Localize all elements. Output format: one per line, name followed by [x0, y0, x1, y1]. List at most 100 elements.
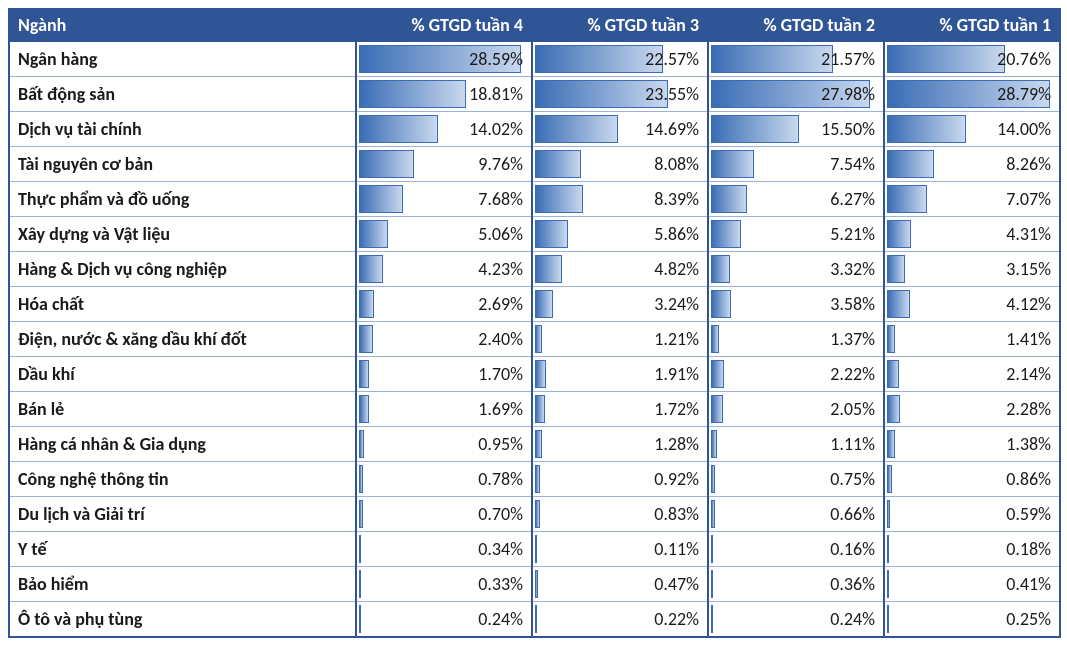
- value-text: 4.82%: [533, 252, 707, 286]
- category-cell: Xây dựng và Vật liệu: [9, 217, 356, 252]
- value-text: 7.68%: [357, 182, 531, 216]
- value-cell: 0.83%: [532, 497, 708, 532]
- value-cell: 0.95%: [356, 427, 532, 462]
- value-text: 14.02%: [357, 112, 531, 146]
- value-text: 0.92%: [533, 462, 707, 496]
- value-text: 22.57%: [533, 42, 707, 76]
- value-text: 8.26%: [885, 147, 1059, 181]
- value-text: 0.70%: [357, 497, 531, 531]
- category-cell: Dầu khí: [9, 357, 356, 392]
- value-cell: 2.14%: [884, 357, 1060, 392]
- value-text: 5.06%: [357, 217, 531, 251]
- category-cell: Ngân hàng: [9, 41, 356, 77]
- value-cell: 8.26%: [884, 147, 1060, 182]
- value-text: 15.50%: [709, 112, 883, 146]
- table-row: Bán lẻ1.69%1.72%2.05%2.28%: [9, 392, 1060, 427]
- value-cell: 4.12%: [884, 287, 1060, 322]
- value-text: 0.11%: [533, 532, 707, 566]
- value-cell: 0.70%: [356, 497, 532, 532]
- table-row: Điện, nước & xăng dầu khí đốt2.40%1.21%1…: [9, 322, 1060, 357]
- value-text: 9.76%: [357, 147, 531, 181]
- value-text: 0.33%: [357, 567, 531, 601]
- value-cell: 0.41%: [884, 567, 1060, 602]
- value-text: 0.18%: [885, 532, 1059, 566]
- value-cell: 18.81%: [356, 77, 532, 112]
- value-text: 0.16%: [709, 532, 883, 566]
- value-cell: 20.76%: [884, 41, 1060, 77]
- value-text: 1.69%: [357, 392, 531, 426]
- category-cell: Công nghệ thông tin: [9, 462, 356, 497]
- value-cell: 5.21%: [708, 217, 884, 252]
- value-cell: 0.75%: [708, 462, 884, 497]
- value-cell: 0.59%: [884, 497, 1060, 532]
- value-text: 0.78%: [357, 462, 531, 496]
- value-cell: 14.69%: [532, 112, 708, 147]
- value-text: 2.28%: [885, 392, 1059, 426]
- value-text: 14.69%: [533, 112, 707, 146]
- value-text: 3.32%: [709, 252, 883, 286]
- value-cell: 0.78%: [356, 462, 532, 497]
- table-row: Xây dựng và Vật liệu5.06%5.86%5.21%4.31%: [9, 217, 1060, 252]
- value-cell: 2.28%: [884, 392, 1060, 427]
- category-cell: Dịch vụ tài chính: [9, 112, 356, 147]
- value-cell: 8.39%: [532, 182, 708, 217]
- value-cell: 27.98%: [708, 77, 884, 112]
- value-cell: 28.79%: [884, 77, 1060, 112]
- value-text: 2.14%: [885, 357, 1059, 391]
- value-cell: 7.54%: [708, 147, 884, 182]
- value-cell: 9.76%: [356, 147, 532, 182]
- value-text: 0.36%: [709, 567, 883, 601]
- sector-gtgd-table: Ngành % GTGD tuần 4 % GTGD tuần 3 % GTGD…: [8, 8, 1061, 638]
- category-cell: Bất động sản: [9, 77, 356, 112]
- value-cell: 0.16%: [708, 532, 884, 567]
- value-cell: 0.34%: [356, 532, 532, 567]
- category-cell: Bán lẻ: [9, 392, 356, 427]
- value-cell: 1.28%: [532, 427, 708, 462]
- value-text: 3.15%: [885, 252, 1059, 286]
- value-text: 21.57%: [709, 42, 883, 76]
- value-cell: 2.05%: [708, 392, 884, 427]
- value-text: 0.86%: [885, 462, 1059, 496]
- value-cell: 1.41%: [884, 322, 1060, 357]
- value-cell: 4.82%: [532, 252, 708, 287]
- col-header-w3: % GTGD tuần 3: [532, 9, 708, 41]
- value-cell: 23.55%: [532, 77, 708, 112]
- value-text: 2.40%: [357, 322, 531, 356]
- table-row: Dầu khí1.70%1.91%2.22%2.14%: [9, 357, 1060, 392]
- value-text: 1.91%: [533, 357, 707, 391]
- value-cell: 5.06%: [356, 217, 532, 252]
- value-cell: 0.24%: [708, 602, 884, 638]
- value-cell: 1.72%: [532, 392, 708, 427]
- value-text: 20.76%: [885, 42, 1059, 76]
- value-text: 5.86%: [533, 217, 707, 251]
- table-row: Y tế0.34%0.11%0.16%0.18%: [9, 532, 1060, 567]
- value-cell: 2.40%: [356, 322, 532, 357]
- category-cell: Hàng & Dịch vụ công nghiệp: [9, 252, 356, 287]
- value-text: 0.95%: [357, 427, 531, 461]
- value-cell: 5.86%: [532, 217, 708, 252]
- value-text: 0.24%: [709, 602, 883, 636]
- table-row: Ngân hàng28.59%22.57%21.57%20.76%: [9, 41, 1060, 77]
- value-cell: 0.33%: [356, 567, 532, 602]
- value-cell: 0.36%: [708, 567, 884, 602]
- value-cell: 4.31%: [884, 217, 1060, 252]
- value-cell: 28.59%: [356, 41, 532, 77]
- value-cell: 0.25%: [884, 602, 1060, 638]
- value-text: 0.66%: [709, 497, 883, 531]
- value-text: 1.72%: [533, 392, 707, 426]
- value-cell: 1.69%: [356, 392, 532, 427]
- value-cell: 0.11%: [532, 532, 708, 567]
- value-cell: 3.15%: [884, 252, 1060, 287]
- value-cell: 1.38%: [884, 427, 1060, 462]
- value-text: 28.79%: [885, 77, 1059, 111]
- header-row: Ngành % GTGD tuần 4 % GTGD tuần 3 % GTGD…: [9, 9, 1060, 41]
- value-cell: 1.11%: [708, 427, 884, 462]
- value-text: 1.37%: [709, 322, 883, 356]
- value-text: 0.75%: [709, 462, 883, 496]
- table-row: Bất động sản18.81%23.55%27.98%28.79%: [9, 77, 1060, 112]
- value-text: 4.31%: [885, 217, 1059, 251]
- value-text: 1.11%: [709, 427, 883, 461]
- value-cell: 0.18%: [884, 532, 1060, 567]
- value-text: 3.58%: [709, 287, 883, 321]
- value-text: 6.27%: [709, 182, 883, 216]
